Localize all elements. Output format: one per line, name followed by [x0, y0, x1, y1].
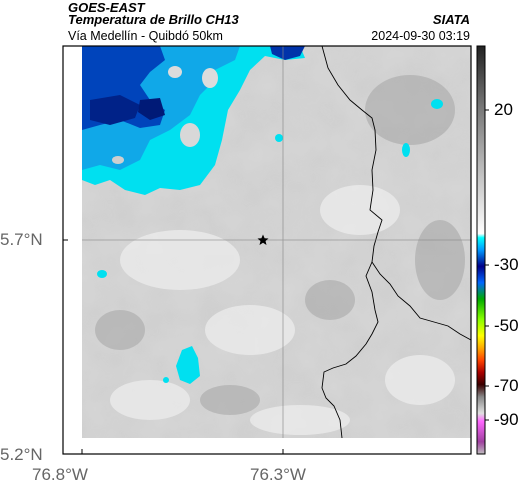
border-lines	[321, 45, 472, 439]
lat-label-5-7: 5.7°N	[0, 230, 43, 249]
lon-label-76-3: 76.3°W	[250, 465, 306, 484]
lon-label-76-8: 76.8°W	[32, 465, 88, 484]
map-ticks	[63, 239, 284, 455]
colorbar-ticks	[485, 109, 489, 421]
organization-name: SIATA	[432, 12, 470, 27]
product-title: Temperatura de Brillo CH13	[68, 12, 239, 27]
cold-cloud-region	[82, 46, 305, 195]
warm-areas	[110, 185, 455, 435]
map-border	[62, 45, 472, 455]
colorbar-label-minus70: -70	[494, 376, 519, 395]
colorbar-label-minus30: -30	[494, 255, 519, 274]
colorbar-label-minus90: -90	[494, 410, 519, 429]
satellite-name: GOES-EAST	[68, 0, 145, 15]
star-marker-icon	[257, 234, 269, 245]
colorbar	[477, 46, 485, 454]
colorbar-label-minus50: -50	[494, 316, 519, 335]
small-cold-cells	[97, 99, 443, 384]
colorbar-border	[476, 45, 486, 455]
colorbar-label-20: 20	[494, 100, 513, 119]
graticule	[82, 46, 471, 438]
timestamp: 2024-09-30 03:19	[371, 29, 470, 43]
lat-label-5-2: 5.2°N	[0, 445, 43, 464]
region-label: Vía Medellín - Quibdó 50km	[68, 29, 223, 43]
